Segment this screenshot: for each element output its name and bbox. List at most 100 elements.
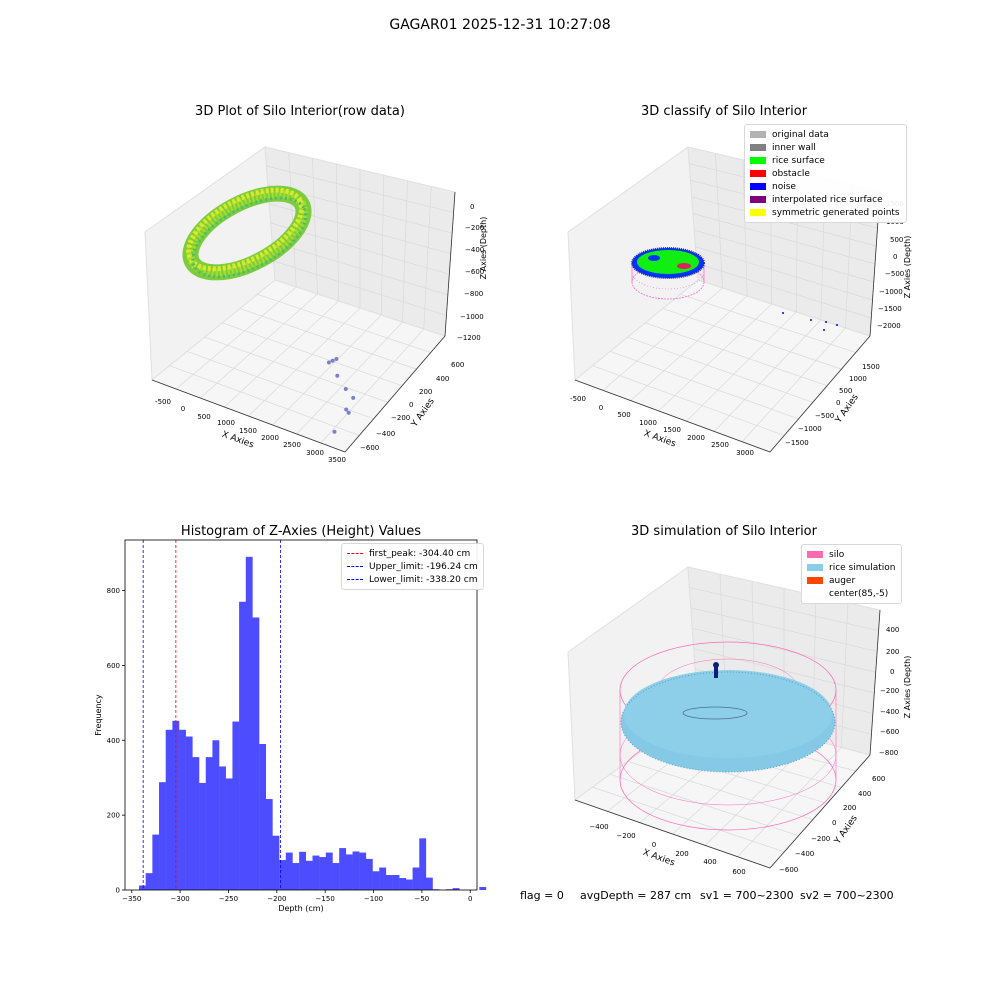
footer-sv1: sv1 = 700~2300: [700, 889, 794, 902]
legend-item-first-peak: first_peak: -304.40 cm: [347, 547, 478, 560]
panel2-ylabel: Y Axies: [833, 392, 861, 425]
gridline: [695, 246, 873, 301]
legend-item-silo: silo: [807, 548, 895, 561]
panel2-ytick: 0: [836, 399, 840, 407]
footer-flag: flag = 0: [520, 889, 564, 902]
hist-bar: [339, 848, 347, 890]
panel4-xtick: 200: [675, 850, 688, 858]
hist-bar: [259, 744, 266, 890]
figure-title: GAGAR01 2025-12-31 10:27:08: [389, 17, 611, 33]
legend-label: rice simulation: [829, 562, 896, 573]
panel1-ytick: 0: [409, 401, 413, 409]
hist-bar: [152, 834, 160, 890]
panel2-zlabel: Z Axies (Depth): [903, 236, 912, 299]
gridline: [686, 311, 797, 422]
gridline: [610, 773, 799, 837]
panel2-xtick: 3000: [736, 449, 754, 457]
panel2-gridlines: [592, 153, 879, 442]
panel4-ztick: −200: [880, 687, 899, 695]
hist-bar: [419, 838, 427, 890]
panel4-ztick: 400: [886, 626, 899, 634]
panel4-x-axis-line: [574, 799, 771, 869]
legend-swatch: [750, 144, 766, 151]
panel4-ytick: −400: [795, 850, 814, 858]
xtick-label: −350: [122, 895, 141, 903]
panel1-xtick: 3000: [306, 449, 324, 457]
panel2-xtick: 0: [599, 404, 603, 412]
legend-swatch: [750, 196, 766, 203]
gridline: [645, 322, 828, 387]
gridline: [662, 308, 842, 370]
panel2-inner-wall: [631, 247, 705, 279]
legend-item-rice-surface: rice surface: [750, 154, 900, 167]
ytick-label: 400: [107, 737, 120, 745]
panel1-ring-highlight: [186, 187, 305, 272]
panel2-xtick: 1000: [639, 419, 657, 427]
panel1-ztick: −1000: [460, 313, 484, 321]
hist-bar: [272, 835, 280, 890]
panel2-classified-silo: [631, 247, 705, 300]
hist-bar: [359, 852, 367, 890]
panel2-xtick: 2000: [687, 434, 705, 442]
hist-bar: [245, 556, 253, 890]
ytick-label: 0: [116, 887, 120, 895]
legend-swatch: [807, 551, 823, 558]
panel4-rice-top: [624, 670, 832, 758]
panel1-ylabel: Y Axies: [409, 396, 437, 429]
outlier-point: [332, 429, 337, 434]
ytick-label: 600: [107, 662, 120, 670]
panel2-ytick: 1000: [849, 375, 867, 383]
outlier-point: [330, 358, 335, 363]
legend-label: center(85,-5): [829, 588, 889, 599]
hist-bar: [365, 858, 373, 890]
panel2-y-axis-line: [769, 335, 871, 453]
legend-label: first_peak: -304.40 cm: [369, 548, 471, 559]
panel1-ztick: −800: [464, 290, 483, 298]
panel1-3d-scatter: -500 0 500 1000 1500 2000 2500 3000 3500…: [144, 146, 488, 464]
hist-bar: [299, 851, 307, 890]
panel2-ytick: −500: [815, 412, 834, 420]
panel4-ytick: 400: [858, 790, 871, 798]
ytick-label: 200: [107, 812, 120, 820]
gridline: [257, 293, 431, 353]
panel1-title: 3D Plot of Silo Interior(row data): [195, 104, 405, 119]
xtick-label: −50: [414, 895, 429, 903]
panel1-y-axis-line: [344, 335, 446, 453]
xtick-label: 0: [468, 895, 472, 903]
legend-label: auger: [829, 575, 856, 586]
legend-item-upper-limit: Upper_limit: -196.24 cm: [347, 560, 478, 573]
hist-bar: [219, 766, 226, 890]
xtick-label: −200: [267, 895, 286, 903]
panel3-yticks: 0 200 400 600 800: [107, 587, 125, 895]
hist-bar: [145, 873, 153, 890]
panel1-xtick: 2000: [261, 434, 279, 442]
panel2-ztick: −500: [885, 270, 904, 278]
legend-label: rice surface: [772, 155, 825, 166]
gridline: [610, 351, 799, 420]
noise-point: [836, 324, 838, 326]
legend-swatch: [750, 131, 766, 138]
outlier-point: [334, 357, 339, 361]
hist-bar: [159, 782, 166, 890]
gridline: [696, 263, 872, 319]
hist-bar: [352, 851, 360, 890]
legend-item-inner-wall: inner wall: [750, 141, 900, 154]
panel4-xtick: 400: [703, 858, 716, 866]
legend-item-center: center(85,-5): [807, 587, 895, 600]
panel1-ytick: −600: [360, 444, 379, 452]
panel1-xtick: 0: [181, 405, 185, 413]
legend-label: original data: [772, 129, 829, 140]
hist-bar: [192, 757, 200, 890]
legend-item-symmetric: symmetric generated points: [750, 206, 900, 219]
panel4-ylabel: Y Axies: [832, 813, 860, 846]
panel4-xtick: 600: [732, 868, 745, 876]
hist-bar: [392, 875, 400, 890]
panel4-ytick: 0: [832, 819, 836, 827]
panel1-ring-texture: [186, 189, 308, 277]
hist-bar: [405, 879, 413, 890]
gridline: [692, 213, 876, 265]
panel2-ztick: 500: [890, 236, 903, 244]
panel1-ztick: 0: [470, 203, 474, 211]
panel2-xtick: 500: [617, 411, 630, 419]
panel4-z-axis-line: [869, 609, 881, 756]
